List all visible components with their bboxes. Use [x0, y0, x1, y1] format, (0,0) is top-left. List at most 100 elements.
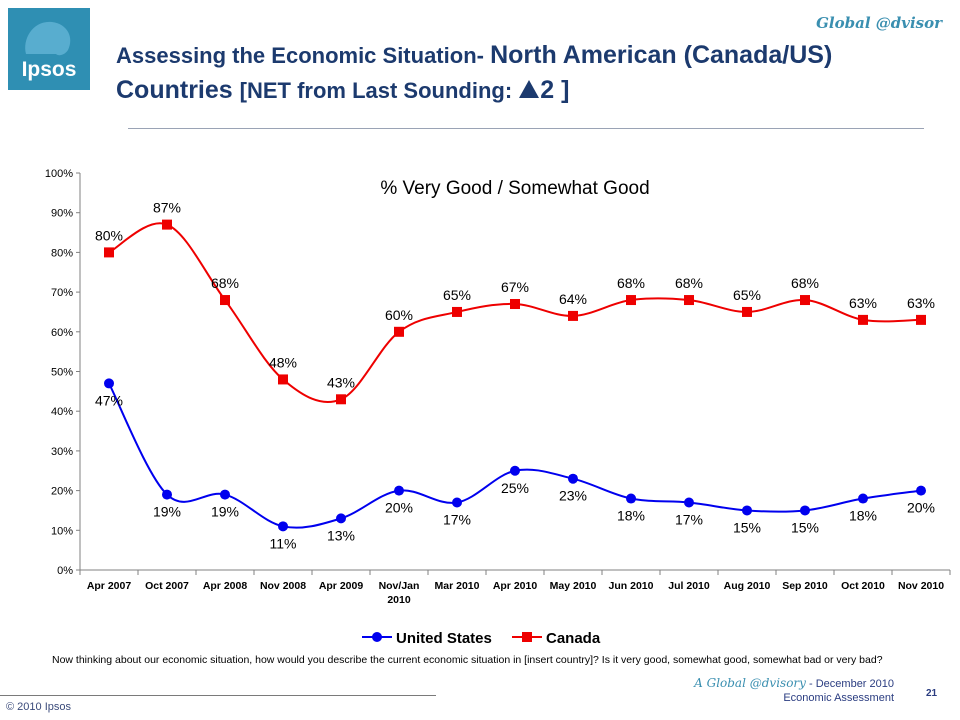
united-states-point	[278, 521, 288, 532]
y-tick-label: 40%	[51, 406, 73, 418]
united-states-point	[916, 485, 926, 496]
chart-title: % Very Good / Somewhat Good	[380, 178, 649, 199]
y-tick-label: 60%	[51, 327, 73, 339]
canada-line	[108, 222, 922, 403]
canada-point	[220, 295, 230, 306]
legend-canada-marker	[522, 632, 532, 642]
canada-data-label: 60%	[385, 307, 413, 323]
united-states-data-label: 20%	[385, 500, 413, 516]
united-states-point	[220, 489, 230, 500]
united-states-data-label: 19%	[211, 504, 239, 520]
x-tick-label: Nov/Jan 2010	[379, 580, 420, 606]
x-tick-label: Jun 2010	[609, 580, 654, 592]
canada-point	[452, 306, 462, 317]
logo-text: Ipsos	[22, 58, 77, 81]
legend-united-states-label: United States	[396, 630, 492, 647]
page-number: 21	[926, 688, 938, 699]
x-tick-label: Apr 2007	[87, 580, 132, 592]
x-tick-label: Mar 2010	[435, 580, 480, 592]
title-part2: North American (Canada/US) Countries	[116, 41, 833, 104]
x-tick-label: Sep 2010	[782, 580, 828, 592]
y-tick-label: 50%	[51, 367, 73, 379]
united-states-point	[858, 493, 868, 504]
canada-data-label: 87%	[153, 200, 181, 216]
x-tick-label: Nov 2008	[260, 580, 306, 592]
united-states-data-label: 47%	[95, 392, 123, 408]
y-tick-label: 90%	[51, 208, 73, 220]
y-tick-label: 10%	[51, 525, 73, 537]
canada-point	[568, 310, 578, 321]
canada-point	[394, 326, 404, 337]
canada-data-label: 67%	[501, 279, 529, 295]
y-tick-label: 0%	[57, 565, 73, 577]
united-states-data-label: 17%	[443, 512, 471, 528]
title-net-label: [NET from Last Sounding:	[239, 78, 519, 103]
canada-data-label: 68%	[675, 275, 703, 291]
x-tick-label: Apr 2010	[493, 580, 538, 592]
y-tick-label: 20%	[51, 486, 73, 498]
ipsos-logo: Ipsos	[8, 8, 90, 90]
canada-point	[278, 374, 288, 385]
united-states-data-label: 20%	[907, 500, 935, 516]
united-states-point	[336, 513, 346, 524]
x-tick-label: Nov 2010	[898, 580, 944, 592]
united-states-data-label: 25%	[501, 480, 529, 496]
canada-data-label: 63%	[849, 295, 877, 311]
x-tick-label: Apr 2009	[319, 580, 364, 592]
up-triangle-icon	[519, 80, 540, 98]
united-states-data-label: 23%	[559, 488, 587, 504]
united-states-point	[684, 497, 694, 508]
footer-source: A Global @dvisory - December 2010 Econom…	[660, 676, 894, 705]
legend-united-states-marker	[372, 632, 382, 642]
canada-data-label: 64%	[559, 291, 587, 307]
y-tick-label: 100%	[45, 168, 73, 180]
y-tick-label: 80%	[51, 247, 73, 259]
canada-point	[510, 299, 520, 310]
canada-data-label: 80%	[95, 227, 123, 243]
x-tick-label: Oct 2007	[145, 580, 189, 592]
united-states-point	[104, 378, 114, 389]
x-tick-label: Apr 2008	[203, 580, 248, 592]
canada-point	[626, 295, 636, 306]
canada-point	[800, 295, 810, 306]
footer-source-date: - December 2010	[805, 678, 894, 690]
y-tick-label: 70%	[51, 287, 73, 299]
united-states-point	[742, 505, 752, 516]
x-tick-label: May 2010	[550, 580, 597, 592]
canada-data-label: 63%	[907, 295, 935, 311]
united-states-data-label: 11%	[270, 535, 297, 551]
survey-question: Now thinking about our economic situatio…	[52, 654, 883, 666]
canada-data-label: 68%	[791, 275, 819, 291]
canada-point	[162, 219, 172, 230]
united-states-data-label: 19%	[153, 504, 181, 520]
united-states-point	[452, 497, 462, 508]
title-divider	[128, 128, 924, 129]
x-tick-label: Jul 2010	[668, 580, 710, 592]
canada-data-label: 68%	[211, 275, 239, 291]
canada-point	[858, 314, 868, 325]
canada-point	[336, 394, 346, 405]
footer-divider	[0, 695, 436, 696]
united-states-point	[162, 489, 172, 500]
page-title: Assessing the Economic Situation- North …	[116, 38, 896, 108]
canada-data-label: 68%	[617, 275, 645, 291]
united-states-point	[568, 473, 578, 484]
canada-data-label: 65%	[733, 287, 761, 303]
united-states-data-label: 13%	[327, 527, 355, 543]
canada-point	[742, 306, 752, 317]
x-tick-label: Aug 2010	[724, 580, 771, 592]
united-states-data-label: 15%	[733, 519, 761, 535]
united-states-data-label: 18%	[849, 508, 877, 524]
footer-source-brand: A Global @dvisory	[694, 676, 806, 690]
canada-point	[104, 247, 114, 258]
united-states-point	[394, 485, 404, 496]
x-tick-label: Oct 2010	[841, 580, 885, 592]
united-states-data-label: 18%	[617, 508, 645, 524]
line-chart: 0% 10% 20% 30% 40% 50% 60% 70% 80% 90% 100% Apr 200…	[45, 168, 951, 647]
united-states-point	[626, 493, 636, 504]
united-states-data-label: 15%	[791, 519, 819, 535]
canada-data-label: 43%	[327, 374, 355, 390]
brand-name: Global @dvisor	[816, 14, 942, 32]
canada-point	[684, 295, 694, 306]
united-states-point	[510, 465, 520, 476]
